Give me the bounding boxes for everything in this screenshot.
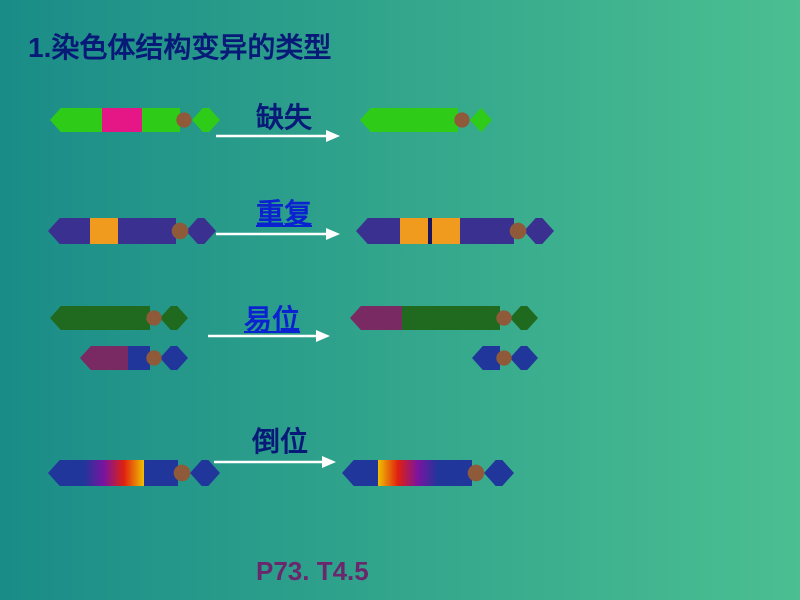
chromosome-segment — [356, 218, 400, 244]
chromosome-duplication-before — [48, 218, 216, 244]
chromosome-deletion-after — [360, 108, 492, 132]
chromosome-duplication-after — [356, 218, 554, 244]
chromosome-segment — [360, 108, 458, 132]
chromosome-segment — [524, 218, 554, 244]
chromosome-segment — [160, 306, 188, 330]
centromere — [174, 465, 191, 482]
chromosome-segment — [84, 460, 144, 486]
mutation-label-duplication[interactable]: 重复 — [256, 192, 312, 232]
chromosome-segment — [48, 218, 90, 244]
chromosome-diagram — [0, 0, 800, 600]
chromosome-segment — [350, 306, 402, 330]
chromosome-segment — [118, 218, 176, 244]
chromosome-segment — [142, 108, 180, 132]
chromosome-segment — [510, 346, 538, 370]
slide-footer: P73. T4.5 — [256, 556, 369, 587]
chromosome-segment — [438, 460, 472, 486]
centromere — [496, 310, 511, 325]
chromosome-segment — [400, 218, 428, 244]
chromosome-segment — [484, 460, 514, 486]
chromosome-segment — [432, 218, 460, 244]
chromosome-translocation-after-0 — [350, 306, 538, 330]
centromere — [176, 112, 191, 127]
chromosome-segment — [102, 108, 142, 132]
chromosome-segment — [472, 346, 500, 370]
mutation-label-inversion: 倒位 — [252, 420, 308, 460]
centromere — [496, 350, 511, 365]
mutation-label-deletion: 缺失 — [256, 96, 312, 136]
chromosome-translocation-after-1 — [472, 346, 538, 370]
chromosome-segment — [80, 346, 128, 370]
centromere — [468, 465, 485, 482]
chromosome-translocation-before-1 — [80, 346, 188, 370]
chromosome-segment — [460, 218, 514, 244]
chromosome-translocation-before-0 — [50, 306, 188, 330]
chromosome-segment — [48, 460, 84, 486]
centromere — [146, 350, 161, 365]
chromosome-segment — [50, 108, 102, 132]
centromere — [172, 223, 189, 240]
chromosome-segment — [402, 306, 500, 330]
chromosome-segment — [90, 218, 118, 244]
chromosome-segment — [144, 460, 178, 486]
chromosome-segment — [378, 460, 438, 486]
chromosome-deletion-before — [50, 108, 220, 132]
chromosome-segment — [186, 218, 216, 244]
centromere — [146, 310, 161, 325]
slide-root: 1.染色体结构变异的类型 P73. T4.5 缺失重复易位倒位 — [0, 0, 800, 600]
chromosome-segment — [50, 306, 150, 330]
chromosome-segment — [470, 108, 492, 132]
chromosome-segment — [160, 346, 188, 370]
chromosome-segment — [190, 460, 220, 486]
chromosome-inversion-before — [48, 460, 220, 486]
mutation-label-translocation[interactable]: 易位 — [244, 298, 300, 338]
centromere — [454, 112, 469, 127]
chromosome-segment — [428, 218, 432, 244]
centromere — [510, 223, 527, 240]
chromosome-segment — [342, 460, 378, 486]
chromosome-inversion-after — [342, 460, 514, 486]
chromosome-segment — [192, 108, 220, 132]
chromosome-segment — [510, 306, 538, 330]
